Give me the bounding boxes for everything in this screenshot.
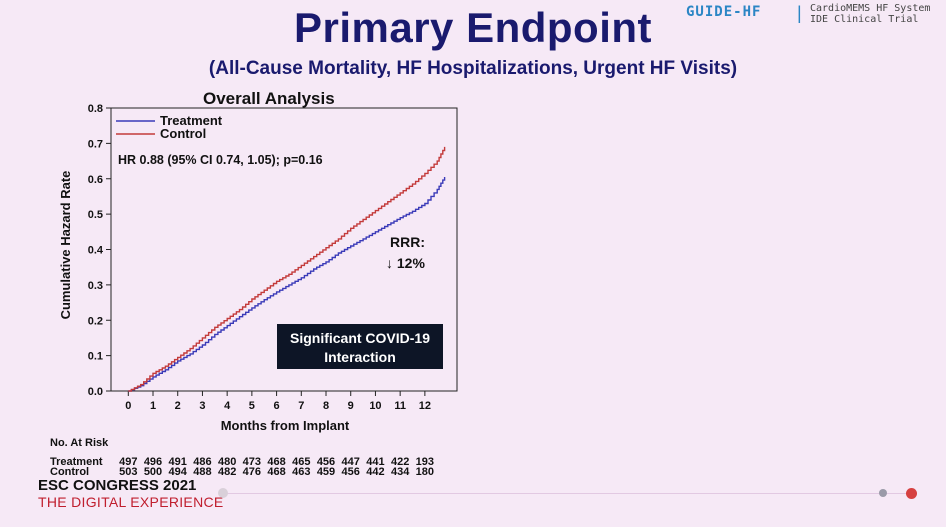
- at-risk-value: 459: [316, 466, 336, 478]
- brand-logo-text: GUIDE-HF: [686, 4, 762, 20]
- y-tick-label: 0.7: [88, 138, 103, 150]
- brand-subtitle-line2: IDE Clinical Trial: [810, 14, 919, 25]
- at-risk-value: 476: [242, 466, 262, 478]
- series-line-treatment: [128, 177, 446, 392]
- at-risk-value: 441: [366, 456, 385, 468]
- x-axis-label: Months from Implant: [221, 418, 350, 433]
- x-tick-label: 1: [150, 400, 156, 412]
- at-risk-value: 500: [143, 466, 163, 478]
- x-tick-label: 8: [323, 400, 329, 412]
- x-tick-label: 7: [298, 400, 304, 412]
- at-risk-value: 497: [119, 456, 138, 468]
- brand-separator: |: [797, 3, 802, 23]
- y-tick-label: 0.5: [88, 209, 103, 221]
- x-tick-label: 6: [274, 400, 280, 412]
- at-risk-row-label: Control: [50, 466, 90, 478]
- y-axis: 0.0 0.1 0.2 0.3 0.4 0.5 0.6 0.7 0.8: [88, 103, 111, 398]
- y-tick-label: 0.0: [88, 386, 103, 398]
- brand-subtitle-line1: CardioMEMS HF System: [810, 3, 931, 14]
- series-lines: [128, 146, 446, 392]
- at-risk-value: 456: [341, 466, 360, 478]
- at-risk-value: 180: [415, 466, 435, 478]
- at-risk-row-label: Treatment: [50, 456, 103, 468]
- at-risk-value: 465: [292, 456, 311, 468]
- y-tick-label: 0.8: [88, 103, 103, 115]
- y-tick-label: 0.4: [88, 245, 104, 257]
- at-risk-value: 447: [341, 456, 360, 468]
- at-risk-value: 491: [168, 456, 187, 468]
- x-axis: 0 1 2 3 4 5 6 7 8 9 10 11 12: [125, 391, 431, 412]
- x-tick-label: 11: [394, 400, 406, 412]
- at-risk-title: No. At Risk: [50, 437, 109, 449]
- x-tick-label: 10: [369, 400, 381, 412]
- progress-current-dot[interactable]: [906, 488, 917, 499]
- x-tick-label: 9: [348, 400, 354, 412]
- at-risk-value: 473: [242, 456, 262, 468]
- x-tick-label: 2: [175, 400, 181, 412]
- at-risk-value: 456: [316, 456, 336, 468]
- at-risk-value: 463: [292, 466, 311, 478]
- progress-start-dot[interactable]: [218, 488, 228, 498]
- y-tick-label: 0.2: [88, 315, 103, 327]
- at-risk-value: 468: [267, 466, 286, 478]
- x-tick-label: 0: [125, 400, 131, 412]
- slide-subtitle: (All-Cause Mortality, HF Hospitalization…: [208, 58, 738, 79]
- at-risk-value: 494: [168, 466, 187, 478]
- legend-treatment-label: Treatment: [160, 113, 223, 128]
- x-tick-label: 4: [224, 400, 231, 412]
- at-risk-value: 503: [119, 466, 138, 478]
- congress-name: ESC CONGRESS 2021: [38, 477, 197, 494]
- y-tick-label: 0.1: [88, 351, 103, 363]
- x-tick-label: 12: [419, 400, 431, 412]
- slide-progress-track: [222, 493, 910, 494]
- series-line-control: [128, 146, 446, 392]
- progress-marker-dot[interactable]: [879, 489, 887, 497]
- chart-title: Overall Analysis: [203, 89, 335, 108]
- y-tick-label: 0.3: [88, 280, 103, 292]
- at-risk-value: 442: [366, 466, 385, 478]
- at-risk-value: 480: [217, 456, 237, 468]
- at-risk-value: 422: [390, 456, 410, 468]
- at-risk-value: 486: [193, 456, 212, 468]
- brand-subtitle: CardioMEMS HF System IDE Clinical Trial: [810, 3, 930, 25]
- rrr-label: RRR:: [390, 234, 425, 250]
- x-tick-label: 3: [199, 400, 205, 412]
- at-risk-value: 488: [193, 466, 212, 478]
- x-tick-label: 5: [249, 400, 255, 412]
- rrr-value: ↓ 12%: [386, 255, 425, 271]
- legend-control-label: Control: [160, 126, 206, 141]
- at-risk-value: 496: [143, 456, 163, 468]
- at-risk-value: 468: [267, 456, 286, 468]
- covid-interaction-box: [277, 324, 443, 369]
- y-axis-label: Cumulative Hazard Rate: [58, 171, 73, 320]
- covid-box-line2: Interaction: [324, 349, 396, 365]
- slide-title: Primary Endpoint: [293, 4, 653, 51]
- at-risk-value: 482: [217, 466, 237, 478]
- hazard-ratio-annotation: HR 0.88 (95% CI 0.74, 1.05); p=0.16: [118, 153, 323, 167]
- at-risk-value: 434: [390, 466, 410, 478]
- covid-box-line1: Significant COVID-19: [290, 330, 430, 346]
- y-tick-label: 0.6: [88, 174, 103, 186]
- at-risk-value: 193: [415, 456, 435, 468]
- congress-tagline: THE DIGITAL EXPERIENCE: [38, 494, 224, 510]
